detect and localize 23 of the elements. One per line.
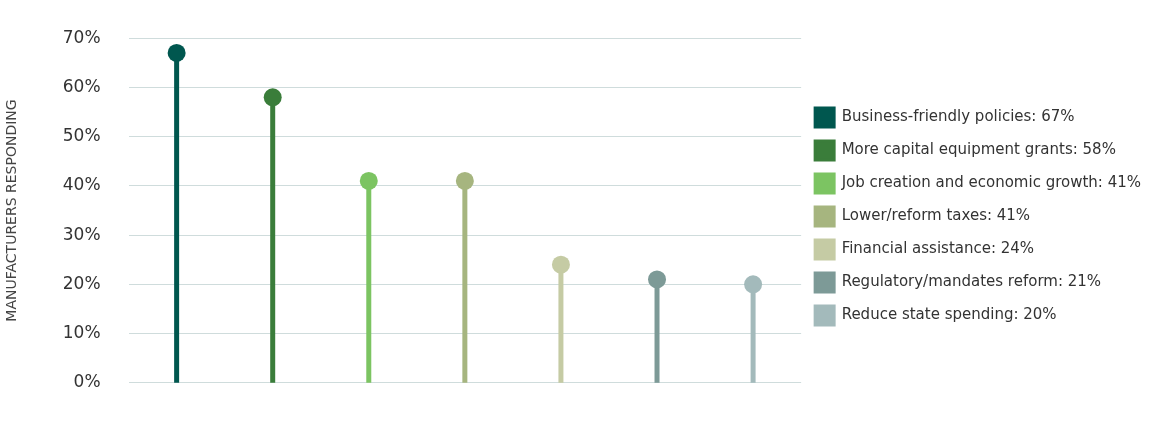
y-tick-label: 10% xyxy=(62,321,101,342)
legend-label: Job creation and economic growth: 41% xyxy=(840,173,1141,192)
point xyxy=(551,255,570,274)
legend-label: Business-friendly policies: 67% xyxy=(841,107,1075,126)
point xyxy=(263,88,282,107)
point xyxy=(359,171,378,190)
legend-label: Lower/reform taxes: 41% xyxy=(841,206,1031,225)
point xyxy=(455,171,474,190)
point xyxy=(648,270,667,289)
legend-label: More capital equipment grants: 58% xyxy=(841,140,1116,159)
point xyxy=(167,43,186,62)
y-axis-title: MANUFACTURERS RESPONDING xyxy=(3,99,20,322)
y-tick-label: 20% xyxy=(62,272,101,293)
legend-label: Reduce state spending: 20% xyxy=(841,305,1057,324)
y-tick-label: 0% xyxy=(73,371,101,392)
y-tick-label: 40% xyxy=(62,174,101,195)
y-tick-label: 60% xyxy=(62,75,101,96)
y-tick-label: 70% xyxy=(62,26,101,47)
y-tick-label: 30% xyxy=(62,223,101,244)
y-tick-label: 50% xyxy=(62,125,101,146)
point xyxy=(744,275,763,294)
legend-label: Financial assistance: 24% xyxy=(841,239,1035,258)
legend-label: Regulatory/mandates reform: 21% xyxy=(841,272,1102,291)
